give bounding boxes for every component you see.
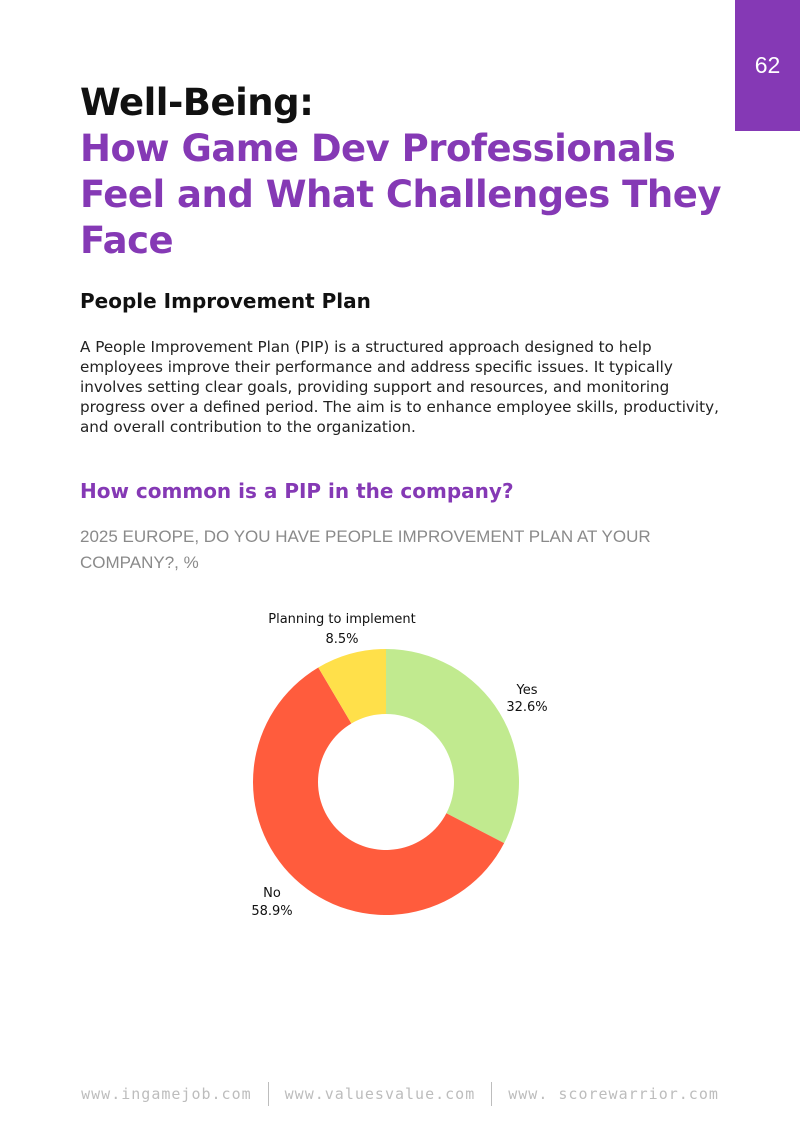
footer-link-valuesvalue[interactable]: www.valuesvalue.com [284, 1085, 476, 1103]
footer-link-ingamejob[interactable]: www.ingamejob.com [81, 1085, 252, 1103]
slice-label-planning: Planning to implement [268, 612, 415, 627]
section-body: A People Improvement Plan (PIP) is a str… [80, 338, 719, 436]
footer-divider [267, 1082, 269, 1106]
footer-divider [491, 1082, 493, 1106]
slice-value-no: 58.9% [251, 904, 292, 919]
slice-label-no: No [263, 886, 281, 901]
page-title: Well-Being: How Game Dev Professionals F… [80, 80, 730, 264]
page-number-badge: 62 [735, 0, 800, 131]
chart-question: How common is a PIP in the company? [80, 479, 514, 503]
page-number: 62 [754, 52, 781, 78]
chart-subtitle: 2025 EUROPE, DO YOU HAVE PEOPLE IMPROVEM… [80, 527, 651, 572]
slice-no [253, 667, 505, 915]
slice-label-yes: Yes [516, 683, 538, 698]
title-line-1: Well-Being: [80, 81, 314, 124]
section-heading: People Improvement Plan [80, 289, 371, 313]
title-line-2: How Game Dev Professionals Feel and What… [80, 127, 721, 262]
slice-planning [318, 649, 386, 724]
slice-value-yes: 32.6% [506, 700, 547, 715]
footer-link-scorewarrior[interactable]: www. scorewarrior.com [508, 1085, 719, 1103]
footer: www.ingamejob.com www.valuesvalue.com ww… [0, 1082, 800, 1106]
slice-value-planning: 8.5% [325, 632, 358, 647]
slice-yes [386, 649, 520, 844]
donut-slices [253, 649, 520, 915]
